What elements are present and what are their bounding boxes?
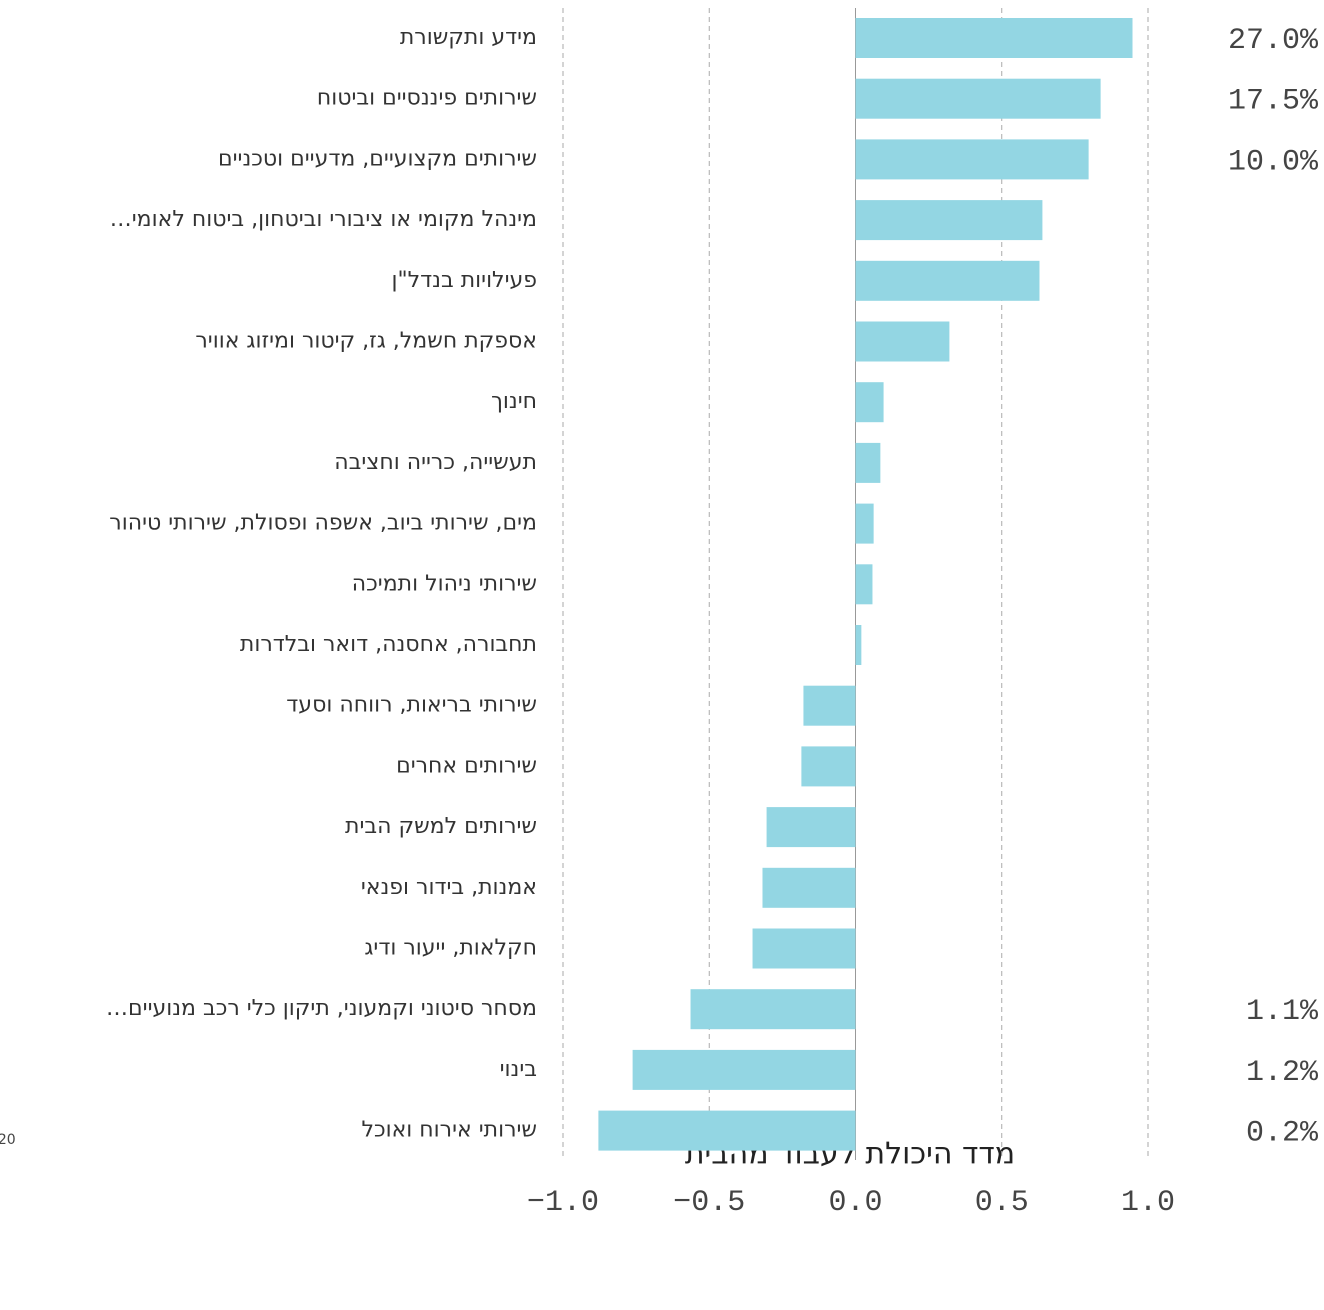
share-label: 17.5% (1228, 85, 1319, 119)
category-label: מסחר סיטוני וקמעוני, תיקון כלי רכב מנועי… (106, 996, 537, 1021)
bar (855, 564, 873, 605)
bar (855, 382, 884, 423)
x-tick-label: 0.5 (975, 1186, 1029, 1220)
bar (803, 685, 856, 726)
category-label: חינוך (491, 389, 537, 414)
bar (766, 807, 856, 848)
x-tick-label: 1.0 (1121, 1186, 1175, 1220)
bar (855, 260, 1040, 301)
share-label: 1.2% (1246, 1056, 1319, 1090)
bar (855, 503, 874, 544)
category-label: שירותי ניהול ותמיכה (352, 571, 537, 596)
x-tick-label: −1.0 (527, 1186, 599, 1220)
bar (855, 18, 1133, 58)
bar (855, 442, 881, 483)
category-label: תחבורה, אחסנה, דואר ובלדרות (240, 632, 537, 657)
category-label: פעילויות בנדל"ן (392, 268, 537, 293)
category-label: שירותים אחרים (396, 753, 537, 778)
bar (762, 867, 856, 908)
share-label: 10.0% (1228, 145, 1319, 179)
bar (855, 321, 950, 362)
category-label: מינהל מקומי או ציבורי וביטחון, ביטוח לאו… (110, 207, 537, 232)
category-label: אספקת חשמל, גז, קיטור ומיזוג אוויר (195, 329, 537, 354)
category-label: תעשייה, כרייה וחציבה (334, 450, 537, 475)
category-label: מים, שירותי ביוב, אשפה ופסולת, שירותי טי… (109, 511, 537, 536)
x-tick-label: 0.0 (828, 1186, 882, 1220)
bar (855, 200, 1043, 241)
share-label: 1.1% (1246, 995, 1319, 1029)
category-label: בינוי (500, 1057, 537, 1082)
category-label: שירותים למשק הבית (345, 814, 537, 839)
bar (801, 746, 856, 787)
bar (752, 928, 856, 969)
bar (690, 989, 856, 1030)
share-label: 27.0% (1228, 24, 1319, 58)
source-note: 2020 (0, 1132, 16, 1148)
category-label: חקלאות, ייעור ודיג (364, 936, 537, 961)
category-label: אמנות, בידור ופנאי (361, 875, 537, 900)
bar (632, 1049, 856, 1090)
bar (855, 625, 862, 665)
category-label: מידע ותקשורת (400, 25, 537, 50)
bar (598, 1110, 856, 1151)
share-label: 0.2% (1246, 1117, 1319, 1151)
bar (855, 78, 1101, 119)
category-label: שירותים פיננסיים וביטוח (317, 86, 537, 111)
bar (855, 139, 1089, 180)
category-label: שירותי בריאות, רווחה וסעד (286, 693, 537, 718)
category-label: שירותי אירוח ואוכל (361, 1118, 537, 1143)
x-tick-label: −0.5 (673, 1186, 745, 1220)
category-label: שירותים מקצועיים, מדעיים וטכניים (218, 146, 537, 171)
